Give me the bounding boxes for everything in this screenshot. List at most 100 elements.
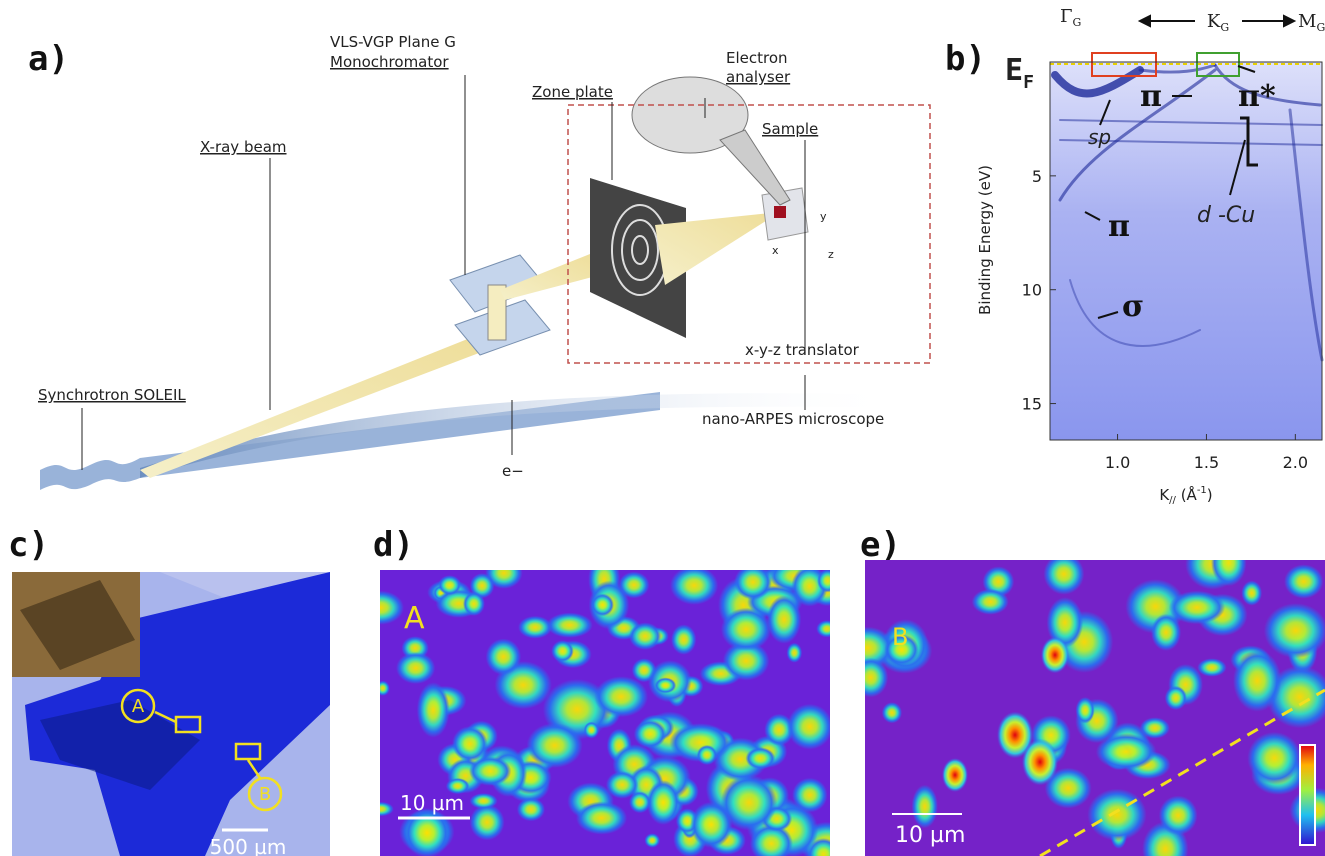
blob [1151,613,1182,651]
axis-label: x [772,244,779,257]
x-tick-label: 1.5 [1194,453,1219,472]
blob [722,641,770,681]
region-label: B [892,623,908,651]
beam-tube [487,284,507,341]
blob [816,620,830,638]
blob [1022,738,1058,786]
arpes-map [1050,62,1322,440]
k-label: KG [1207,11,1229,34]
blob [1139,717,1170,739]
scale-label: 10 µm [895,823,965,848]
y-tick-label: 15 [1022,395,1042,414]
focused-beam [655,212,780,285]
blob [654,677,677,694]
blob [526,722,583,768]
blob [403,808,451,856]
axis-label: y [820,210,827,223]
analyser-lens [719,129,791,206]
marker-label: B [259,784,271,805]
k-label: MG [1298,11,1325,34]
panel-e: e) B 10 µm [860,525,1325,856]
blob [468,756,512,786]
plot-frame [1049,61,1323,441]
panel-label: d) [373,525,414,565]
blob [671,624,697,655]
label: nano-ARPES microscope [702,410,884,428]
blob [766,595,802,644]
panel-d: d) A 10 µm [373,525,830,856]
blob [551,640,574,662]
marker-label: A [132,696,145,717]
blob [618,571,650,599]
blob [942,758,968,792]
blob [1164,685,1187,710]
blob [911,784,938,829]
blob [690,801,733,848]
blob [884,634,919,666]
blob [469,793,498,809]
blob [971,588,1009,615]
x-axis-label: K// (Å-1) [1159,485,1212,506]
blob [644,833,661,848]
intensity-blobs [380,570,830,856]
blob [633,719,667,749]
leader-lines [81,75,806,470]
blob [786,703,830,750]
label: x-y-z translator [745,341,860,359]
label: Monochromator [330,53,449,71]
storage-ring [140,393,900,478]
blob [817,570,830,593]
band-label: σ [1122,289,1144,324]
electron-ring [40,392,660,490]
label: e− [502,462,524,480]
axis-label: z [828,248,834,261]
x-tick-label: 2.0 [1283,453,1308,472]
panel-label: c) [8,525,49,565]
label: X-ray beam [200,138,287,156]
band-label: π* [1238,79,1276,114]
panel-a: a) VLS-VGP Plane G Monochromator Zone pl… [28,33,931,490]
blob [881,702,902,724]
blob [575,801,628,835]
label: Electron [726,49,788,67]
label: Zone plate [532,83,613,101]
blob [591,593,614,617]
k-arrows [1137,14,1297,28]
blob [518,615,553,639]
blob [380,801,394,817]
axes: 1.0 1.5 2.0 5 10 15 [1022,167,1308,472]
scale-label: 10 µm [400,791,464,815]
label: analyser [726,68,791,86]
blob [605,771,639,799]
blob [720,607,772,651]
blob [452,726,488,762]
blob [745,747,776,770]
zone-rings [631,235,649,265]
region-label: A [404,601,425,636]
blob [1075,697,1095,724]
blob [1046,597,1084,648]
scale-label: 500 µm [210,835,287,856]
panel-label: e) [860,525,901,565]
blob [646,780,680,825]
intensity-blobs [865,560,1325,856]
zone-rings [621,219,659,281]
blob [1041,636,1069,674]
blob [1197,658,1227,677]
blob [720,774,778,831]
sample [774,206,786,218]
fermi-label: EF [1005,53,1034,93]
blob [1263,603,1325,659]
blob [734,570,772,600]
blob [485,570,523,589]
blob [1044,767,1092,809]
k-label: ΓG [1060,6,1081,29]
highlight-box [1196,52,1240,77]
zone-plate [590,178,686,338]
blob [438,575,462,596]
blob [629,791,651,814]
blob [669,570,719,605]
blob [546,612,593,638]
boundary-line [1039,688,1325,856]
